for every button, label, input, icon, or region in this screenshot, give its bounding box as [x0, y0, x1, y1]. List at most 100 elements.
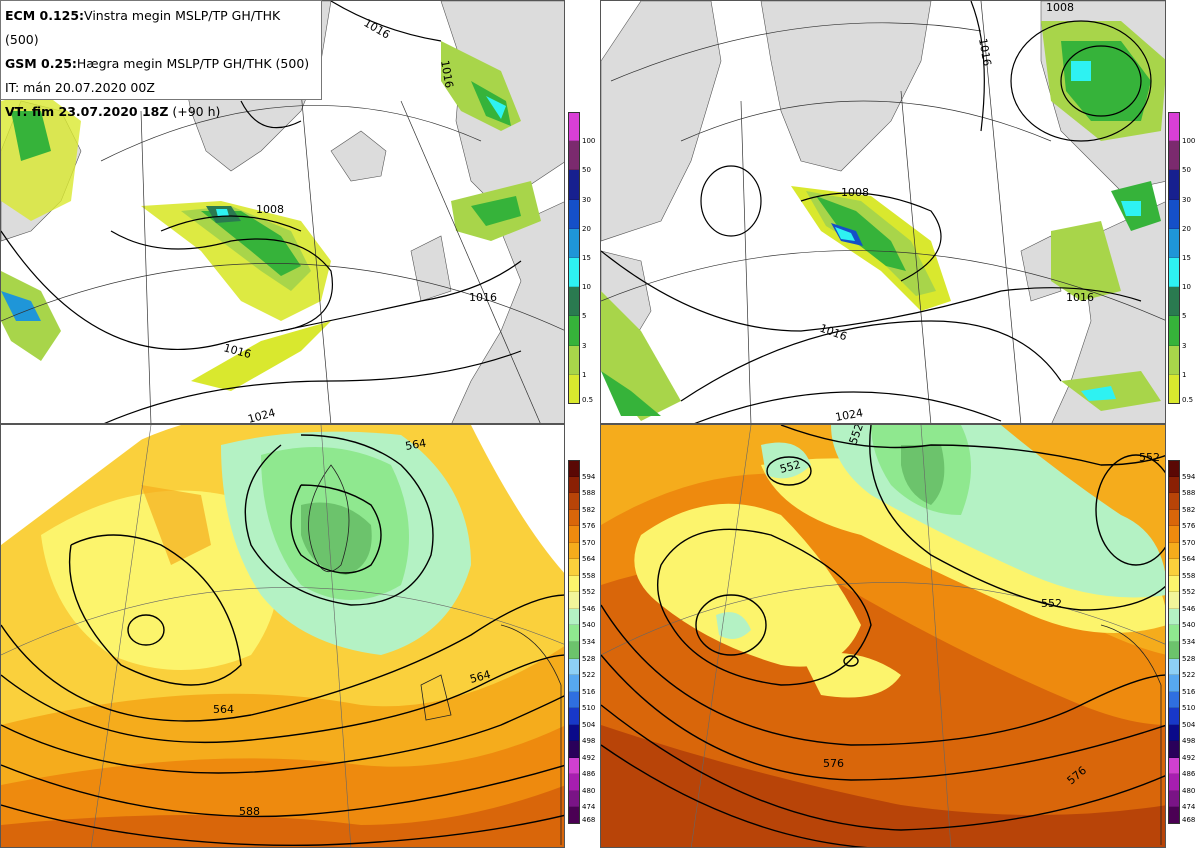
model-line-gsm: GSM 0.25:Hægra megin MSLP/TP GH/THK (500…: [5, 56, 310, 71]
colorbar-label: 498: [1182, 737, 1196, 746]
colorbar-label: 564: [1182, 555, 1196, 564]
colorbar-swatch: [568, 642, 580, 659]
colorbar-swatch: [568, 493, 580, 510]
colorbar-swatch: [568, 316, 580, 346]
colorbar-swatch: [568, 741, 580, 758]
colorbar-label: 480: [582, 786, 596, 795]
colorbar-label: 504: [1182, 720, 1196, 729]
colorbar-label: 534: [1182, 638, 1196, 646]
colorbar-label: 588: [582, 489, 596, 498]
colorbar-swatch: [568, 575, 580, 593]
height-label: 576: [823, 757, 844, 770]
colorbar-label: 0.5: [1182, 396, 1194, 404]
precip-colorbar-left: 0.5 1 3 5 10 15 20 30 50 100: [568, 112, 616, 404]
isobar-label: 1008: [841, 186, 869, 199]
colorbar-swatch: [1168, 316, 1180, 346]
colorbar-label: 50: [582, 166, 591, 175]
colorbar-swatch: [568, 199, 580, 229]
colorbar-swatch: [1168, 559, 1180, 576]
colorbar-swatch: [1168, 460, 1180, 477]
colorbar-label: 498: [582, 737, 596, 746]
colorbar-swatch: [1168, 592, 1180, 609]
colorbar-swatch: [1168, 345, 1180, 375]
colorbar-swatch: [568, 608, 580, 626]
colorbar-label: 3: [1182, 341, 1187, 350]
colorbar-label: 564: [582, 555, 596, 564]
colorbar-swatch: [568, 559, 580, 576]
colorbar-label: 20: [582, 224, 591, 233]
colorbar-label: 30: [1182, 195, 1191, 204]
colorbar-label: 474: [1182, 803, 1196, 812]
colorbar-swatch: [568, 592, 580, 609]
colorbar-label: 468: [1182, 816, 1196, 824]
colorbar-swatch: [1168, 493, 1180, 510]
colorbar-swatch: [568, 625, 580, 642]
colorbar-label: 1: [582, 370, 587, 379]
thickness-colorbar-left: 468 474 480 486 492 498 504 510 516 522 528 534 540 5…: [568, 460, 616, 824]
colorbar-label: 486: [1182, 770, 1196, 779]
isobar-label: 1016: [976, 37, 994, 67]
valid-time-line: VT: fim 23.07.2020 18Z (+90 h): [5, 104, 221, 119]
colorbar-swatch: [568, 708, 580, 725]
colorbar-swatch: [1168, 691, 1180, 709]
colorbar-label: 480: [1182, 786, 1196, 795]
colorbar-label: 552: [1182, 588, 1196, 597]
colorbar-swatch: [1168, 708, 1180, 725]
colorbar-swatch: [568, 675, 580, 692]
colorbar-swatch: [1168, 608, 1180, 626]
isobar-label: 1008: [1046, 1, 1074, 14]
colorbar-swatch: [1168, 542, 1180, 560]
colorbar-swatch: [1168, 757, 1180, 775]
colorbar-label: 552: [582, 588, 596, 597]
precip-colorbar-right: 0.5 1 3 5 10 15 20 30 50 100: [1168, 112, 1200, 404]
colorbar-swatch: [1168, 741, 1180, 758]
colorbar-label: 0.5: [582, 396, 594, 404]
colorbar-swatch: [568, 724, 580, 742]
height-label: 552: [1139, 451, 1160, 464]
colorbar-label: 510: [1182, 704, 1196, 713]
colorbar-label: 5: [1182, 312, 1187, 321]
colorbar-label: 576: [582, 522, 596, 531]
thickness-colorbar-right: 468 474 480 486 492 498 504 510 516 522 528 534 540 5…: [1168, 460, 1200, 824]
colorbar-label: 10: [1182, 283, 1191, 292]
colorbar-frame: [568, 460, 580, 824]
colorbar-label: 100: [1182, 137, 1196, 146]
colorbar-label: 1: [1182, 370, 1187, 379]
colorbar-swatch: [568, 542, 580, 560]
colorbar-label: 492: [1182, 753, 1196, 762]
height-label: 564: [213, 703, 234, 716]
colorbar-label: 5: [582, 312, 587, 321]
colorbar-swatch: [568, 460, 580, 477]
colorbar-swatch: [568, 287, 580, 317]
colorbar-swatch: [1168, 476, 1180, 494]
height-label: 552: [1041, 597, 1062, 610]
colorbar-label: 10: [582, 283, 591, 292]
colorbar-swatch: [568, 658, 580, 676]
colorbar-label: 594: [1182, 472, 1196, 481]
colorbar-swatch: [1168, 790, 1180, 808]
colorbar-label: 558: [582, 571, 596, 580]
colorbar-label: 546: [582, 604, 596, 613]
colorbar-label: 492: [582, 753, 596, 762]
colorbar-swatch: [1168, 724, 1180, 742]
colorbar-label: 582: [582, 505, 596, 514]
colorbar-swatch: [1168, 170, 1180, 200]
colorbar-swatch: [568, 345, 580, 375]
colorbar-label: 528: [1182, 654, 1196, 663]
colorbar-swatch: [1168, 774, 1180, 791]
colorbar-swatch: [1168, 287, 1180, 317]
colorbar-label: 582: [1182, 505, 1196, 514]
colorbar-swatch: [1168, 658, 1180, 676]
gsm-mslp-precip-map: 1008 1016 1008 1016 1016 1024: [600, 0, 1166, 424]
gsm-gh-thickness-map: 552 552 552 552 576 576: [600, 424, 1166, 848]
colorbar-swatch: [1168, 228, 1180, 258]
colorbar-swatch: [1168, 526, 1180, 543]
colorbar-label: 576: [1182, 522, 1196, 531]
height-label: 564: [468, 668, 492, 686]
colorbar-label: 30: [582, 195, 591, 204]
colorbar-swatch: [568, 757, 580, 775]
colorbar-swatch: [568, 526, 580, 543]
isobar-label: 1008: [256, 203, 284, 216]
colorbar-label: 522: [1182, 671, 1196, 680]
colorbar-label: 528: [582, 654, 596, 663]
